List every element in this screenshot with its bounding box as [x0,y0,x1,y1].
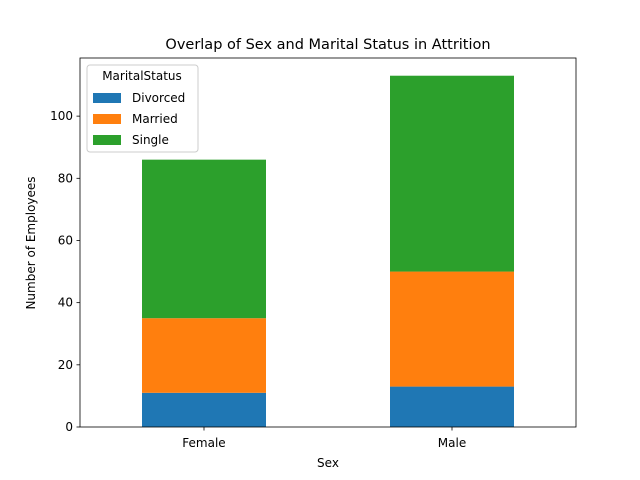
bar-single-male [390,75,514,272]
axes-frame [79,57,577,428]
y-tick-label: 0 [65,420,73,434]
legend-swatch-single [93,135,121,145]
y-tick-label: 60 [58,233,73,247]
legend-title: MaritalStatus [102,69,182,83]
legend-swatch-married [93,114,121,124]
x-tick-label: Female [182,436,225,450]
bar-married-male [390,271,514,387]
legend-label-single: Single [132,133,169,147]
legend-swatch-divorced [93,93,121,103]
bar-married-female [142,318,266,393]
y-tick-label: 80 [58,171,73,185]
plot-area: 0 20 40 60 80 100 Female Male [50,57,577,450]
y-tick-label: 20 [58,358,73,372]
bar-single-female [142,159,266,319]
y-tick-label: 40 [58,296,73,310]
y-axis-label: Number of Employees [24,176,38,309]
bar-divorced-female [142,392,266,427]
legend-label-divorced: Divorced [132,91,185,105]
y-tick-label: 100 [50,109,73,123]
legend: MaritalStatus Divorced Married Single [86,64,199,153]
x-axis-label: Sex [317,456,339,470]
chart-title: Overlap of Sex and Marital Status in Att… [165,37,490,53]
x-tick-label: Male [438,436,466,450]
bar-divorced-male [390,386,514,427]
legend-label-married: Married [132,112,178,126]
legend-box [86,64,199,153]
